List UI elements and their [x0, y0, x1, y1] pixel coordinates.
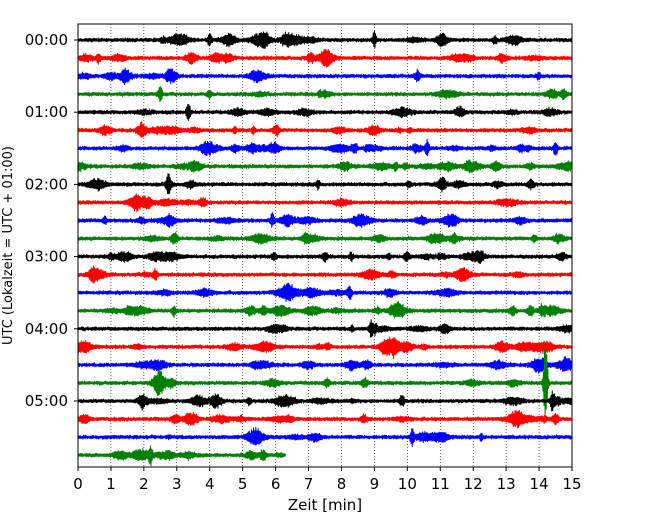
trace-row-0145	[77, 159, 573, 174]
trace-row-0515	[77, 409, 573, 429]
x-tick-label-1: 1	[106, 475, 116, 493]
trace-row-0445	[77, 342, 573, 419]
trace-row-0545	[77, 445, 286, 467]
trace-row-0045	[77, 86, 573, 102]
trace-row-0245	[77, 231, 573, 245]
y-tick-label-01:00: 01:00	[25, 103, 68, 121]
trace-row-0330	[77, 282, 573, 303]
y-tick-label-05:00: 05:00	[25, 392, 68, 410]
trace-row-0415	[77, 336, 573, 360]
y-axis-label: UTC (Lokalzeit = UTC + 01:00)	[1, 146, 16, 345]
x-tick-label-0: 0	[73, 475, 83, 493]
trace-row-0030	[77, 67, 573, 86]
x-tick-label-4: 4	[205, 475, 215, 493]
x-tick-label-7: 7	[304, 475, 314, 493]
x-tick-label-14: 14	[530, 475, 549, 493]
trace-row-0000	[77, 30, 573, 50]
trace-row-0530	[77, 426, 573, 448]
y-tick-label-00:00: 00:00	[25, 31, 68, 49]
x-tick-label-11: 11	[431, 475, 450, 493]
x-axis-ticks: 0 1 2 3 4 5 6 7 8 9 10 11 12 13 14 15	[73, 467, 582, 493]
trace-row-0345	[77, 301, 573, 319]
y-tick-label-02:00: 02:00	[25, 175, 68, 193]
trace-row-0130	[77, 138, 573, 157]
trace-row-0100	[77, 104, 573, 121]
trace-row-0115	[77, 121, 573, 139]
trace-row-0230	[77, 211, 573, 228]
trace-row-0300	[77, 250, 573, 264]
trace-row-0200	[77, 173, 573, 195]
x-axis-label: Zeit [min]	[288, 496, 362, 514]
x-tick-label-3: 3	[172, 475, 182, 493]
x-tick-label-10: 10	[398, 475, 417, 493]
trace-row-0400	[77, 319, 573, 338]
trace-row-0015	[77, 48, 573, 68]
trace-row-0315	[77, 265, 573, 284]
y-tick-label-04:00: 04:00	[25, 320, 68, 338]
x-tick-label-8: 8	[337, 475, 347, 493]
x-tick-label-9: 9	[370, 475, 380, 493]
trace-row-0500	[77, 390, 573, 412]
x-tick-label-12: 12	[464, 475, 483, 493]
y-tick-label-03:00: 03:00	[25, 248, 68, 266]
x-tick-label-2: 2	[139, 475, 149, 493]
x-grid	[110, 24, 540, 467]
y-axis-ticks: 00:00 01:00 02:00 03:00 04:00 05:00	[25, 31, 78, 410]
x-tick-label-6: 6	[271, 475, 281, 493]
plot-frame	[77, 23, 573, 468]
trace-rows	[77, 30, 573, 467]
trace-row-0430	[77, 356, 573, 374]
x-tick-label-5: 5	[238, 475, 248, 493]
trace-row-0215	[77, 193, 573, 212]
x-tick-label-15: 15	[562, 475, 581, 493]
x-tick-label-13: 13	[497, 475, 516, 493]
